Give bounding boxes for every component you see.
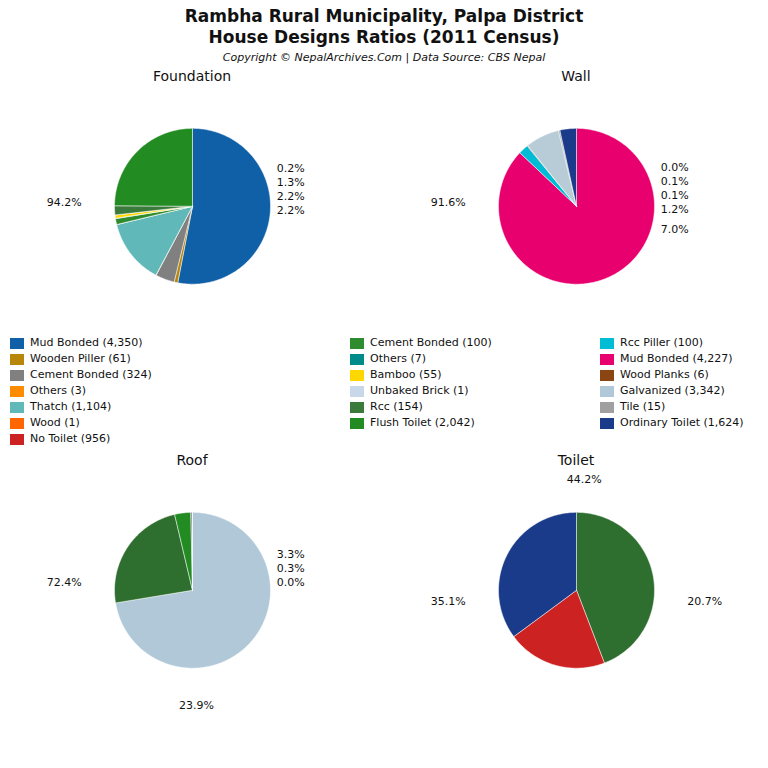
svg-text:0.0%: 0.0% <box>661 161 689 174</box>
html-text:No Toilet (956): No Toilet (956) <box>30 432 111 445</box>
html-text:Galvanized (3,342): Galvanized (3,342) <box>620 384 725 397</box>
html-text:Unbaked Brick (1): Unbaked Brick (1) <box>370 384 469 397</box>
svg-text:2.2%: 2.2% <box>277 190 305 203</box>
svg-text:3.3%: 3.3% <box>277 548 305 561</box>
html-text:Rambha Rural Municipality, Pal: Rambha Rural Municipality, Palpa Distric… <box>184 6 584 26</box>
svg-text:72.4%: 72.4% <box>47 576 82 589</box>
html-text:House Designs Ratios (2011 Cen: House Designs Ratios (2011 Census) <box>208 27 560 47</box>
html-text:Copyright © NepalArchives.Com: Copyright © NepalArchives.Com | Data Sou… <box>222 51 546 64</box>
html-text:Mud Bonded (4,227): Mud Bonded (4,227) <box>620 352 733 365</box>
svg-text:0.3%: 0.3% <box>277 562 305 575</box>
svg-text:7.0%: 7.0% <box>661 223 689 236</box>
html-text:Cement Bonded (100): Cement Bonded (100) <box>370 336 492 349</box>
svg-text:0.0%: 0.0% <box>277 576 305 589</box>
html-text:Bamboo (55): Bamboo (55) <box>370 368 442 381</box>
html-text:Rcc Piller (100): Rcc Piller (100) <box>620 336 704 349</box>
html-text:Rcc (154): Rcc (154) <box>370 400 423 413</box>
svg-text:94.2%: 94.2% <box>47 196 82 209</box>
html-text:Toilet: Toilet <box>557 452 595 468</box>
svg-text:1.2%: 1.2% <box>661 203 689 216</box>
html-text:Others (3): Others (3) <box>30 384 86 397</box>
html-text:Tile (15): Tile (15) <box>620 400 666 413</box>
html-text:Flush Toilet (2,042): Flush Toilet (2,042) <box>370 416 475 429</box>
html-text:Ordinary Toilet (1,624): Ordinary Toilet (1,624) <box>620 416 744 429</box>
svg-text:1.3%: 1.3% <box>277 176 305 189</box>
svg-text:0.1%: 0.1% <box>661 175 689 188</box>
svg-text:44.2%: 44.2% <box>567 473 602 486</box>
html-text:Cement Bonded (324): Cement Bonded (324) <box>30 368 152 381</box>
html-text:Thatch (1,104): Thatch (1,104) <box>30 400 112 413</box>
html-text:Roof: Roof <box>176 452 208 468</box>
svg-text:0.1%: 0.1% <box>661 189 689 202</box>
svg-text:0.2%: 0.2% <box>277 162 305 175</box>
svg-text:91.6%: 91.6% <box>431 196 466 209</box>
html-text:Foundation: Foundation <box>152 68 232 84</box>
svg-text:23.9%: 23.9% <box>179 699 214 712</box>
svg-text:35.1%: 35.1% <box>431 595 466 608</box>
html-text:Wood (1): Wood (1) <box>30 416 80 429</box>
html-text:Mud Bonded (4,350): Mud Bonded (4,350) <box>30 336 143 349</box>
html-text:Wood Planks (6): Wood Planks (6) <box>620 368 709 381</box>
html-text:Others (7): Others (7) <box>370 352 426 365</box>
html-text:Wooden Piller (61): Wooden Piller (61) <box>30 352 131 365</box>
svg-text:20.7%: 20.7% <box>687 595 722 608</box>
html-text:Wall: Wall <box>561 68 591 84</box>
svg-text:2.2%: 2.2% <box>277 204 305 217</box>
